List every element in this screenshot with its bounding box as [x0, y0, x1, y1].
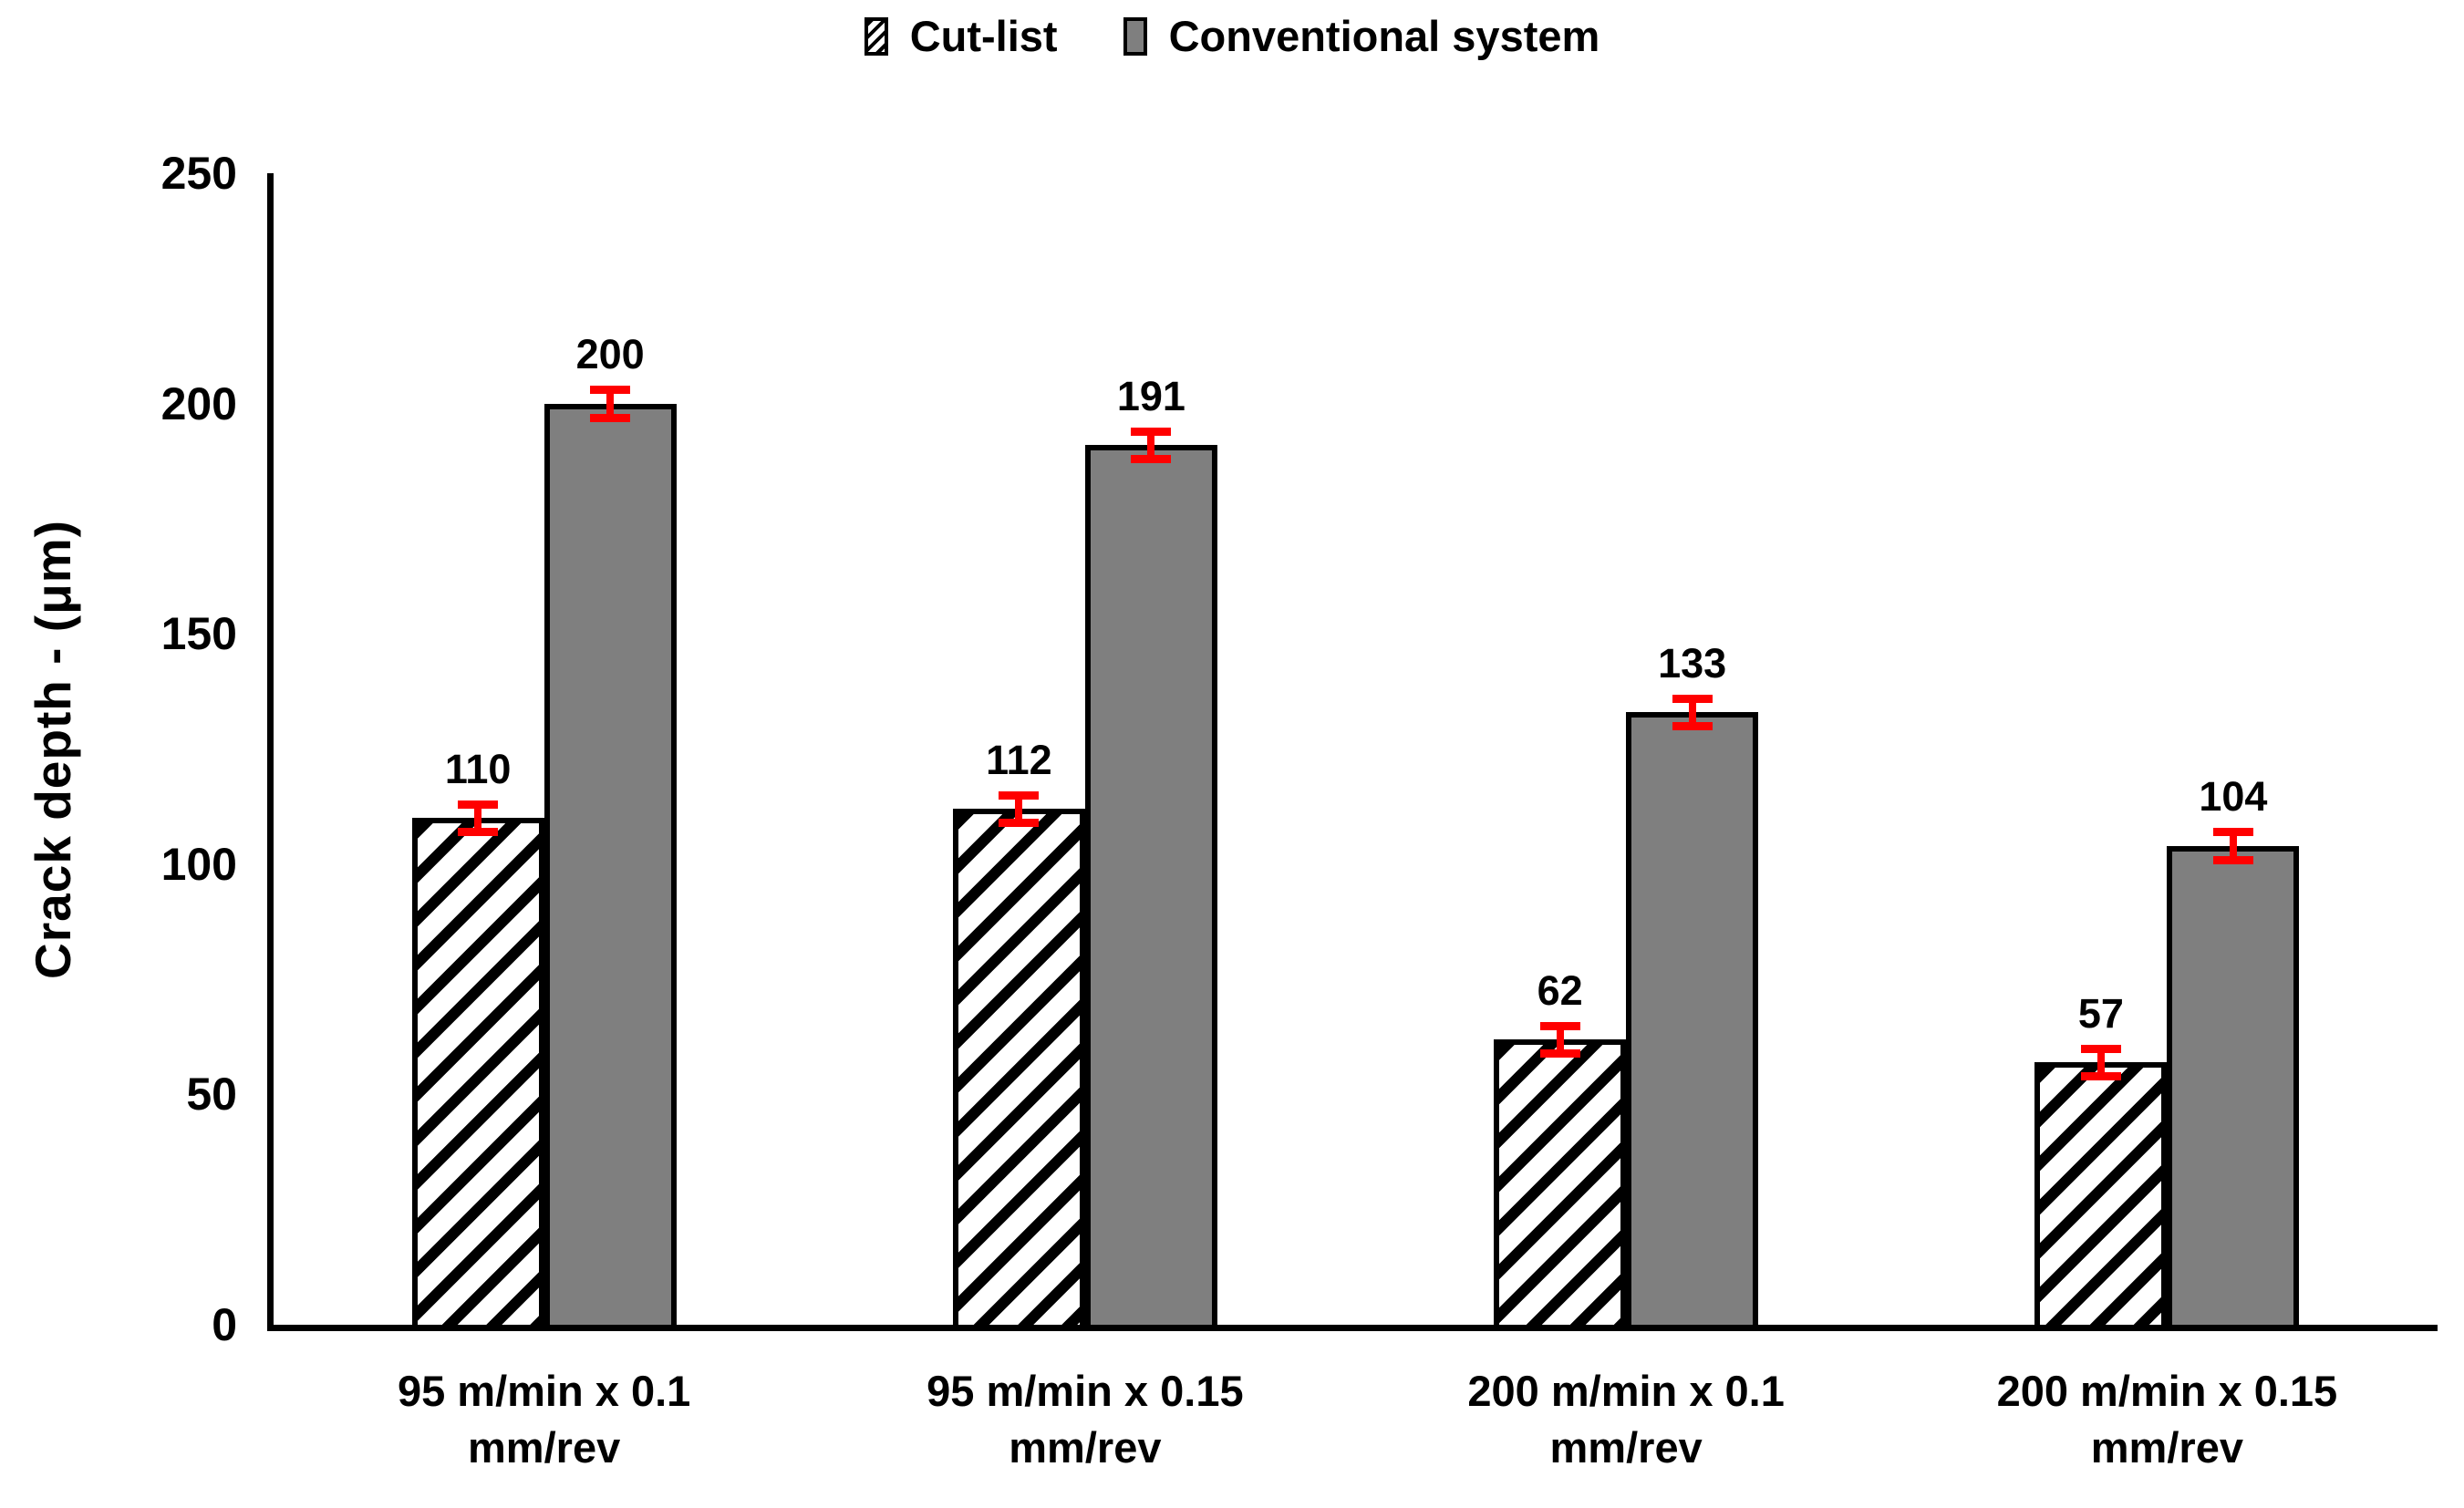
bar-value-label: 133 [1658, 639, 1727, 687]
y-tick-label: 100 [160, 838, 237, 890]
error-bar-cap-top [1131, 427, 1172, 436]
error-bar-cap-bottom [458, 828, 499, 837]
error-bar-cap-bottom [1539, 1048, 1580, 1058]
bar-value-label: 104 [2199, 773, 2268, 821]
legend: Cut-list Conventional system [0, 13, 2464, 60]
y-tick-label: 0 [212, 1299, 237, 1350]
y-tick-label: 200 [160, 377, 237, 429]
bar-value-label: 112 [986, 737, 1052, 784]
error-bar-cap-top [590, 386, 631, 395]
legend-marker-hatched-icon [864, 17, 888, 56]
error-bar-cap-top [2080, 1044, 2121, 1053]
error-bar-cap-top [458, 800, 499, 810]
legend-item-conventional: Conventional system [1123, 13, 1600, 60]
bar-value-label: 200 [575, 331, 645, 378]
error-bar-line [1688, 697, 1696, 727]
error-bar-line [2096, 1048, 2105, 1077]
error-bar-cap-bottom [2212, 855, 2253, 864]
error-bar-line [1556, 1025, 1564, 1053]
error-bar-line [1015, 795, 1023, 823]
legend-marker-gray-icon [1123, 17, 1147, 56]
error-bar-cap-top [999, 791, 1040, 800]
error-bar-line [2229, 831, 2237, 860]
x-category-label: 200 m/min x 0.15 mm/rev [1996, 1367, 2338, 1472]
error-bar-cap-bottom [1672, 722, 1713, 731]
bar-value-label: 57 [2077, 989, 2124, 1037]
bar-value-label: 191 [1116, 372, 1185, 419]
error-bar-line [606, 389, 615, 418]
x-category-label: 200 m/min x 0.1 mm/rev [1467, 1367, 1785, 1472]
bar-cut-list-2 [1494, 1038, 1627, 1330]
error-bar-cap-top [2212, 828, 2253, 837]
y-tick-label: 50 [186, 1069, 237, 1121]
bar-conventional-2 [1626, 712, 1759, 1330]
error-bar-cap-bottom [1131, 455, 1172, 464]
error-bar-cap-top [1672, 694, 1713, 703]
legend-label: Conventional system [1168, 12, 1600, 60]
bar-cut-list-1 [952, 809, 1085, 1330]
error-bar-cap-bottom [999, 819, 1040, 828]
legend-label: Cut-list [909, 12, 1058, 60]
bar-conventional-1 [1084, 445, 1217, 1330]
bar-cut-list-3 [2034, 1062, 2168, 1330]
bar-value-label: 62 [1537, 966, 1583, 1014]
y-tick-label: 150 [160, 608, 237, 660]
bar-conventional-3 [2167, 845, 2300, 1330]
y-tick-label: 250 [160, 148, 237, 199]
bar-conventional-0 [544, 403, 677, 1330]
bar-value-label: 110 [444, 746, 512, 793]
error-bar-line [474, 804, 482, 832]
y-axis-title: Crack depth - (μm) [25, 520, 81, 979]
x-axis-line [267, 1325, 2438, 1331]
error-bar-cap-bottom [2080, 1072, 2121, 1081]
error-bar-line [1147, 430, 1155, 460]
error-bar-cap-top [1539, 1021, 1580, 1030]
x-category-label: 95 m/min x 0.1 mm/rev [397, 1367, 691, 1472]
x-category-label: 95 m/min x 0.15 mm/rev [927, 1367, 1244, 1472]
bar-cut-list-0 [411, 818, 544, 1330]
y-axis-line [267, 173, 274, 1331]
error-bar-cap-bottom [590, 413, 631, 422]
legend-item-cut-list: Cut-list [864, 13, 1058, 60]
